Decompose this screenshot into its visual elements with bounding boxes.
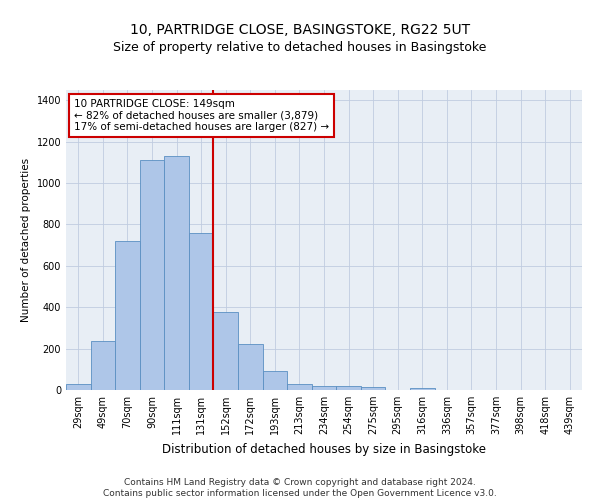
Bar <box>336 386 361 390</box>
Bar <box>312 386 336 390</box>
Bar <box>115 241 140 390</box>
Bar <box>263 372 287 390</box>
Bar <box>238 344 263 390</box>
X-axis label: Distribution of detached houses by size in Basingstoke: Distribution of detached houses by size … <box>162 442 486 456</box>
Text: 10 PARTRIDGE CLOSE: 149sqm
← 82% of detached houses are smaller (3,879)
17% of s: 10 PARTRIDGE CLOSE: 149sqm ← 82% of deta… <box>74 99 329 132</box>
Y-axis label: Number of detached properties: Number of detached properties <box>21 158 31 322</box>
Bar <box>410 388 434 390</box>
Bar <box>140 160 164 390</box>
Bar <box>361 387 385 390</box>
Text: 10, PARTRIDGE CLOSE, BASINGSTOKE, RG22 5UT: 10, PARTRIDGE CLOSE, BASINGSTOKE, RG22 5… <box>130 22 470 36</box>
Bar <box>66 384 91 390</box>
Bar <box>287 384 312 390</box>
Text: Size of property relative to detached houses in Basingstoke: Size of property relative to detached ho… <box>113 41 487 54</box>
Bar <box>214 312 238 390</box>
Text: Contains HM Land Registry data © Crown copyright and database right 2024.
Contai: Contains HM Land Registry data © Crown c… <box>103 478 497 498</box>
Bar <box>91 342 115 390</box>
Bar <box>189 233 214 390</box>
Bar <box>164 156 189 390</box>
